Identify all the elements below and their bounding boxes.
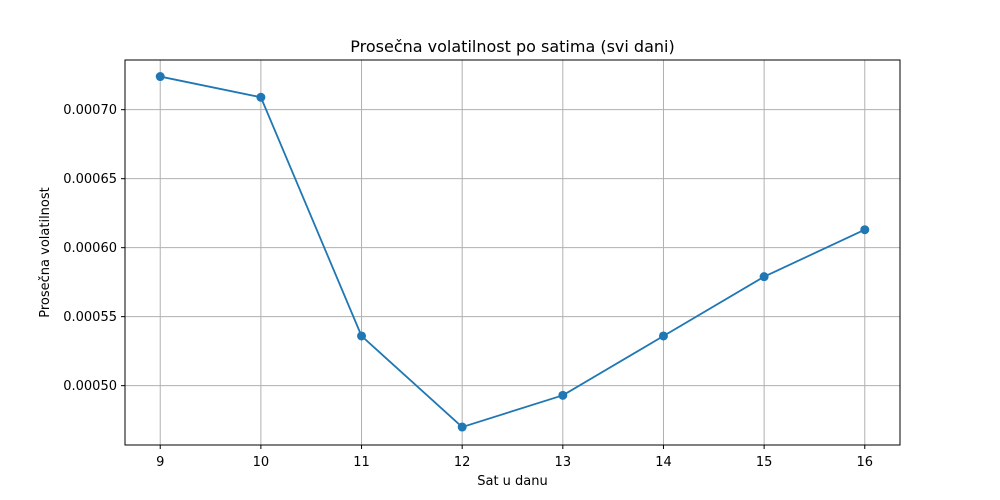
data-point [457,422,467,432]
y-axis-ticks: 0.00050 0.00055 0.00060 0.00065 0.00070 [63,103,125,394]
data-point [860,225,870,235]
x-tick-label: 11 [353,455,370,470]
y-tick-label: 0.00060 [63,241,117,256]
x-tick-label: 14 [655,455,672,470]
y-tick-label: 0.00055 [63,310,117,325]
x-tick-label: 13 [555,455,572,470]
series-line [160,75,866,428]
grid-lines [125,60,900,445]
y-tick-label: 0.00065 [63,172,117,187]
data-point [558,390,568,400]
x-tick-label: 16 [856,455,873,470]
x-tick-label: 12 [454,455,471,470]
data-point [155,72,165,82]
plot-frame [124,59,901,446]
x-tick-label: 15 [756,455,773,470]
data-point [759,272,769,282]
y-tick-label: 0.00050 [63,379,117,394]
x-tick-label: 9 [156,455,164,470]
data-point [658,331,668,341]
x-axis-label: Sat u danu [477,474,548,489]
chart-title: Prosečna volatilnost po satima (svi dani… [350,37,674,56]
data-point [357,331,367,341]
x-tick-label: 10 [253,455,270,470]
y-tick-label: 0.00070 [63,103,117,118]
series-layer [155,72,870,432]
y-axis-label: Prosečna volatilnost [38,187,53,318]
x-axis-ticks: 9 10 11 12 13 14 15 16 [156,445,873,470]
data-point [256,92,266,102]
